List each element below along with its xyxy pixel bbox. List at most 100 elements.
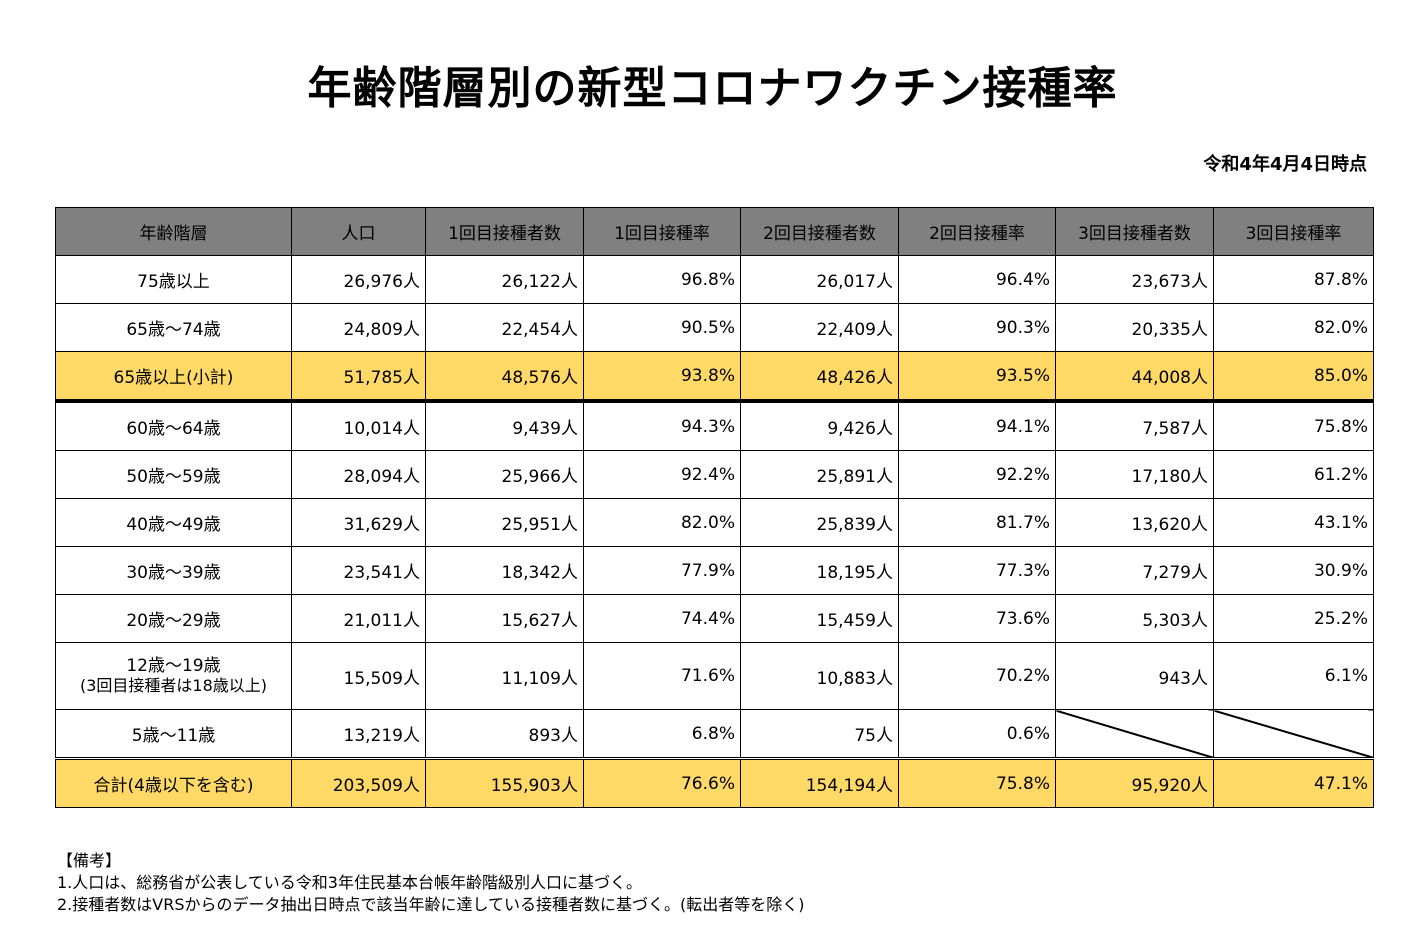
age-group-cell: 30歳～39歳 — [55, 546, 292, 595]
note-line: 2.接種者数はVRSからのデータ抽出日時点で該当年齢に達している接種者数に基づく… — [57, 895, 805, 914]
age-group-cell: 合計(4歳以下を含む) — [55, 757, 292, 808]
dose1-count-cell: 25,951人 — [425, 498, 584, 547]
dose1-count-cell: 18,342人 — [425, 546, 584, 595]
age-group-cell: 60歳～64歳 — [55, 400, 292, 451]
dose1-rate-cell: 71.6% — [583, 642, 741, 710]
dose2-count-cell: 25,839人 — [740, 498, 899, 547]
dose3-count-cell: 7,587人 — [1055, 400, 1214, 451]
dose3-rate-cell: 82.0% — [1213, 303, 1374, 352]
dose1-rate-cell: 92.4% — [583, 450, 741, 499]
as-of-date: 令和4年4月4日時点 — [1203, 154, 1367, 175]
age-group-cell: 40歳～49歳 — [55, 498, 292, 547]
dose2-count-cell: 22,409人 — [740, 303, 899, 352]
dose2-rate-cell: 96.4% — [898, 255, 1056, 304]
dose3-rate-cell: 30.9% — [1213, 546, 1374, 595]
dose3-count-cell: 20,335人 — [1055, 303, 1214, 352]
page-title: 年齢階層別の新型コロナワクチン接種率 — [307, 63, 1118, 114]
dose3-count-cell: 44,008人 — [1055, 351, 1214, 403]
table-row: 40歳～49歳 31,629人 25,951人 82.0% 25,839人 81… — [55, 498, 1374, 547]
dose1-count-cell: 22,454人 — [425, 303, 584, 352]
population-cell: 203,509人 — [291, 757, 426, 808]
age-group-cell: 20歳～29歳 — [55, 594, 292, 643]
dose3-count-cell: 5,303人 — [1055, 594, 1214, 643]
population-cell: 31,629人 — [291, 498, 426, 547]
age-group-cell: 12歳～19歳 (3回目接種者は18歳以上) — [55, 642, 292, 710]
dose3-rate-cell: 25.2% — [1213, 594, 1374, 643]
dose1-rate-cell: 96.8% — [583, 255, 741, 304]
population-cell: 13,219人 — [291, 709, 426, 759]
dose1-count-cell: 15,627人 — [425, 594, 584, 643]
dose1-rate-cell: 6.8% — [583, 709, 741, 759]
age-group-cell: 65歳～74歳 — [55, 303, 292, 352]
dose2-rate-cell: 0.6% — [898, 709, 1056, 759]
dose3-rate-cell: 6.1% — [1213, 642, 1374, 710]
population-cell: 28,094人 — [291, 450, 426, 499]
header-age-group: 年齢階層 — [55, 207, 292, 256]
vaccination-rate-table: 年齢階層 人口 1回目接種者数 1回目接種率 2回目接種者数 2回目接種率 3回… — [55, 207, 1374, 808]
population-cell: 24,809人 — [291, 303, 426, 352]
population-cell: 51,785人 — [291, 351, 426, 403]
total-row: 合計(4歳以下を含む) 203,509人 155,903人 76.6% 154,… — [55, 757, 1374, 808]
table-row: 65歳～74歳 24,809人 22,454人 90.5% 22,409人 90… — [55, 303, 1374, 352]
header-dose3-rate: 3回目接種率 — [1213, 207, 1374, 256]
dose2-rate-cell: 73.6% — [898, 594, 1056, 643]
dose1-count-cell: 11,109人 — [425, 642, 584, 710]
table-row: 12歳～19歳 (3回目接種者は18歳以上) 15,509人 11,109人 7… — [55, 642, 1374, 710]
dose3-count-cell: 7,279人 — [1055, 546, 1214, 595]
dose3-rate-cell: 87.8% — [1213, 255, 1374, 304]
population-cell: 15,509人 — [291, 642, 426, 710]
dose3-count-cell: 17,180人 — [1055, 450, 1214, 499]
dose2-count-cell: 15,459人 — [740, 594, 899, 643]
dose2-rate-cell: 93.5% — [898, 351, 1056, 403]
dose2-rate-cell: 75.8% — [898, 757, 1056, 808]
dose2-count-cell: 154,194人 — [740, 757, 899, 808]
header-dose1-count: 1回目接種者数 — [425, 207, 584, 256]
header-dose1-rate: 1回目接種率 — [583, 207, 741, 256]
subtotal-row: 65歳以上(小計) 51,785人 48,576人 93.8% 48,426人 … — [55, 351, 1374, 403]
dose3-count-cell: 943人 — [1055, 642, 1214, 710]
table-row: 30歳～39歳 23,541人 18,342人 77.9% 18,195人 77… — [55, 546, 1374, 595]
dose2-count-cell: 48,426人 — [740, 351, 899, 403]
note-line: 1.人口は、総務省が公表している令和3年住民基本台帳年齢階級別人口に基づく。 — [57, 873, 642, 892]
dose3-count-cell: 95,920人 — [1055, 757, 1214, 808]
table-row: 60歳～64歳 10,014人 9,439人 94.3% 9,426人 94.1… — [55, 400, 1374, 451]
not-applicable-cell — [1055, 709, 1214, 759]
dose2-count-cell: 75人 — [740, 709, 899, 759]
dose2-rate-cell: 81.7% — [898, 498, 1056, 547]
dose2-count-cell: 25,891人 — [740, 450, 899, 499]
population-cell: 23,541人 — [291, 546, 426, 595]
dose3-count-cell: 13,620人 — [1055, 498, 1214, 547]
age-group-note: (3回目接種者は18歳以上) — [79, 676, 268, 695]
dose1-count-cell: 9,439人 — [425, 400, 584, 451]
dose2-rate-cell: 70.2% — [898, 642, 1056, 710]
population-cell: 21,011人 — [291, 594, 426, 643]
dose2-rate-cell: 94.1% — [898, 400, 1056, 451]
age-group-cell: 50歳～59歳 — [55, 450, 292, 499]
age-group-cell: 5歳～11歳 — [55, 709, 292, 759]
notes-heading: 【備考】 — [57, 851, 122, 870]
table-header-row: 年齢階層 人口 1回目接種者数 1回目接種率 2回目接種者数 2回目接種率 3回… — [55, 207, 1374, 256]
dose1-count-cell: 48,576人 — [425, 351, 584, 403]
table-row: 50歳～59歳 28,094人 25,966人 92.4% 25,891人 92… — [55, 450, 1374, 499]
dose2-count-cell: 10,883人 — [740, 642, 899, 710]
dose3-rate-cell: 43.1% — [1213, 498, 1374, 547]
dose1-rate-cell: 77.9% — [583, 546, 741, 595]
dose1-count-cell: 155,903人 — [425, 757, 584, 808]
age-group-label: 12歳～19歳 — [126, 656, 221, 676]
dose2-count-cell: 26,017人 — [740, 255, 899, 304]
dose2-count-cell: 9,426人 — [740, 400, 899, 451]
header-dose2-rate: 2回目接種率 — [898, 207, 1056, 256]
age-group-cell: 65歳以上(小計) — [55, 351, 292, 403]
dose1-rate-cell: 76.6% — [583, 757, 741, 808]
dose3-rate-cell: 75.8% — [1213, 400, 1374, 451]
dose1-count-cell: 25,966人 — [425, 450, 584, 499]
age-group-cell: 75歳以上 — [55, 255, 292, 304]
dose1-rate-cell: 90.5% — [583, 303, 741, 352]
notes-section: 【備考】 1.人口は、総務省が公表している令和3年住民基本台帳年齢階級別人口に基… — [57, 850, 805, 916]
dose3-rate-cell: 85.0% — [1213, 351, 1374, 403]
table-row: 5歳～11歳 13,219人 893人 6.8% 75人 0.6% — [55, 709, 1374, 759]
dose3-rate-cell: 47.1% — [1213, 757, 1374, 808]
dose1-rate-cell: 82.0% — [583, 498, 741, 547]
header-dose2-count: 2回目接種者数 — [740, 207, 899, 256]
dose3-rate-cell: 61.2% — [1213, 450, 1374, 499]
